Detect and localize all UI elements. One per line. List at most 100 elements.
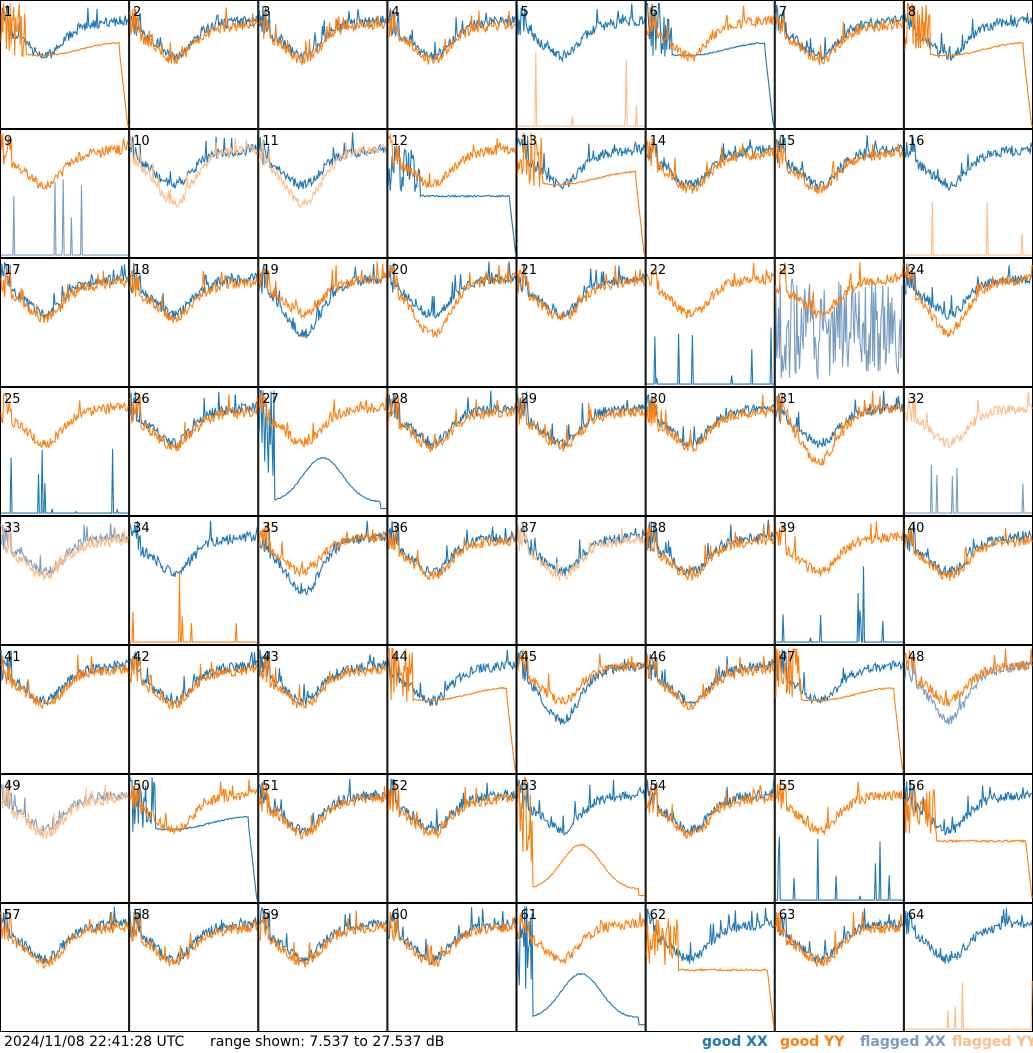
panel-label: 15 <box>779 134 796 149</box>
series-good-yy <box>0 392 129 449</box>
series-good-xx <box>516 3 646 64</box>
series-good-xx <box>904 907 1033 965</box>
panel-label: 26 <box>133 392 150 407</box>
series-good-yy <box>646 654 774 711</box>
series-good-yy <box>775 521 904 577</box>
panel-59: 59 <box>258 903 388 1032</box>
panel-frame <box>516 387 646 516</box>
series-good-yy <box>258 9 387 66</box>
series-good-yy <box>516 396 645 452</box>
panel-label: 61 <box>521 908 538 923</box>
series-good-xx <box>904 6 1033 61</box>
series-good-yy <box>258 261 387 319</box>
series-good-yy <box>775 261 904 319</box>
panel-frame <box>387 258 517 387</box>
series-good-yy <box>0 268 129 323</box>
panel-48: 48 <box>903 645 1033 774</box>
panel-61: 61 <box>516 903 646 1032</box>
series-good-yy <box>516 649 646 706</box>
panel-4: 4 <box>387 0 517 129</box>
series-good-yy <box>646 523 775 581</box>
panel-15: 15 <box>774 129 904 258</box>
series-good-yy <box>904 525 1033 581</box>
series-good-yy <box>904 648 1033 707</box>
panel-label: 41 <box>4 650 21 665</box>
series-flagged-yy <box>0 524 129 581</box>
panel-frame <box>387 645 517 774</box>
panel-25: 25 <box>0 387 130 516</box>
series-good-yy <box>0 654 129 710</box>
panel-frame <box>516 774 646 903</box>
panel-label: 64 <box>908 908 925 923</box>
series-good-yy <box>646 137 775 194</box>
panel-47: 47 <box>774 645 904 774</box>
panel-frame <box>516 645 646 774</box>
series-good-yy <box>646 783 775 839</box>
series-good-yy <box>775 139 904 195</box>
panel-frame <box>516 258 646 387</box>
panel-label: 1 <box>4 5 12 20</box>
series-good-xx <box>775 836 903 901</box>
panel-frame <box>387 387 517 516</box>
series-good-xx <box>387 390 517 449</box>
series-flagged-yy <box>904 201 1032 256</box>
timestamp: 2024/11/08 22:41:28 UTC <box>4 1034 185 1050</box>
panel-frame <box>774 258 904 387</box>
series-good-xx <box>258 649 387 706</box>
panel-label: 14 <box>650 134 667 149</box>
panel-5: 5 <box>516 0 646 129</box>
panel-6: 6 <box>645 0 775 129</box>
series-good-yy <box>646 918 775 1028</box>
panel-label: 12 <box>391 134 408 149</box>
panel-label: 17 <box>4 263 21 278</box>
panel-frame <box>516 903 646 1032</box>
panel-label: 5 <box>521 5 529 20</box>
panel-label: 56 <box>908 779 925 794</box>
panel-label: 16 <box>908 134 925 149</box>
series-good-yy <box>387 10 516 65</box>
panel-frame <box>645 903 775 1032</box>
panel-49: 49 <box>0 774 130 903</box>
panel-21: 21 <box>516 258 646 387</box>
series-good-yy <box>129 7 258 65</box>
legend-good-xx: good XX <box>702 1034 768 1050</box>
panel-20: 20 <box>387 258 517 387</box>
panel-13: 13 <box>516 129 646 258</box>
panel-31: 31 <box>774 387 904 516</box>
panel-frame <box>387 516 517 645</box>
panel-24: 24 <box>903 258 1033 387</box>
panel-27: 27 <box>258 387 388 516</box>
legend-flagged-yy: flagged YY <box>952 1034 1033 1050</box>
panel-label: 63 <box>779 908 796 923</box>
panel-frame <box>258 0 388 129</box>
series-good-xx <box>387 261 517 319</box>
series-good-xx <box>129 520 258 577</box>
panel-8: 8 <box>903 0 1033 129</box>
panel-35: 35 <box>258 516 388 645</box>
panel-frame <box>0 0 130 129</box>
series-good-yy <box>129 912 258 967</box>
series-good-yy <box>129 653 258 710</box>
series-good-xx <box>129 777 258 901</box>
series-good-yy <box>387 526 516 581</box>
series-good-yy <box>516 132 646 256</box>
series-good-yy <box>904 2 1033 127</box>
panel-label: 13 <box>521 134 538 149</box>
panel-frame <box>387 129 517 258</box>
panel-label: 59 <box>262 908 279 923</box>
series-good-xx <box>129 263 258 320</box>
panel-label: 28 <box>391 392 408 407</box>
panel-28: 28 <box>387 387 517 516</box>
panel-frame <box>645 0 775 129</box>
panel-label: 2 <box>133 5 141 20</box>
panel-label: 6 <box>650 5 658 20</box>
panel-2: 2 <box>129 0 259 129</box>
series-good-xx <box>258 264 387 340</box>
panel-10: 10 <box>129 129 259 258</box>
series-good-yy <box>387 911 516 968</box>
panel-frame <box>774 129 904 258</box>
panel-label: 8 <box>908 5 916 20</box>
series-good-xx <box>646 2 775 127</box>
panel-label: 57 <box>4 908 21 923</box>
panel-label: 20 <box>391 263 408 278</box>
